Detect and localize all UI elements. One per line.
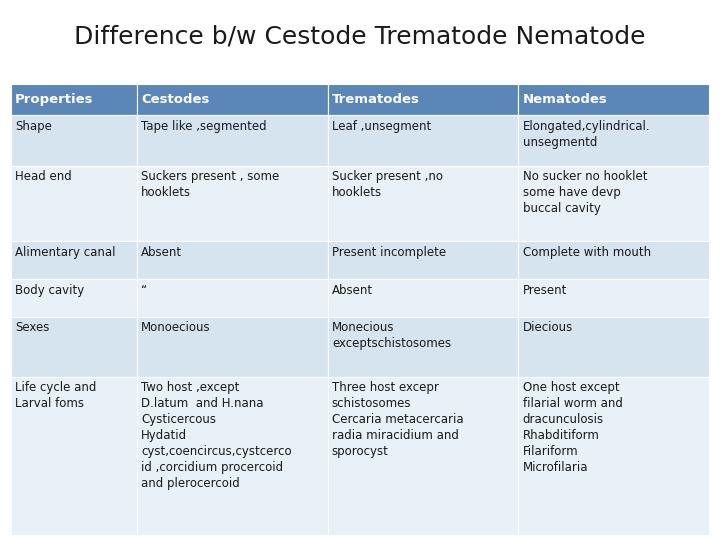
FancyBboxPatch shape xyxy=(11,279,137,317)
FancyBboxPatch shape xyxy=(328,317,518,377)
Text: Difference b/w Cestode Trematode Nematode: Difference b/w Cestode Trematode Nematod… xyxy=(74,24,646,48)
Text: Diecious: Diecious xyxy=(523,321,573,334)
Text: Trematodes: Trematodes xyxy=(332,93,420,106)
FancyBboxPatch shape xyxy=(328,241,518,279)
FancyBboxPatch shape xyxy=(518,279,709,317)
FancyBboxPatch shape xyxy=(137,84,328,115)
FancyBboxPatch shape xyxy=(137,115,328,166)
Text: Suckers present , some
hooklets: Suckers present , some hooklets xyxy=(141,170,279,199)
FancyBboxPatch shape xyxy=(137,241,328,279)
Text: “: “ xyxy=(141,284,148,296)
Text: Cestodes: Cestodes xyxy=(141,93,210,106)
FancyBboxPatch shape xyxy=(518,84,709,115)
FancyBboxPatch shape xyxy=(328,84,518,115)
FancyBboxPatch shape xyxy=(11,317,137,377)
Text: Two host ,except
D.latum  and H.nana
Cysticercous
Hydatid
cyst,coencircus,cystce: Two host ,except D.latum and H.nana Cyst… xyxy=(141,381,292,490)
Text: Tape like ,segmented: Tape like ,segmented xyxy=(141,119,266,132)
Text: Present: Present xyxy=(523,284,567,296)
Text: One host except
filarial worm and
dracunculosis
Rhabditiform
Filariform
Microfil: One host except filarial worm and dracun… xyxy=(523,381,623,474)
Text: Properties: Properties xyxy=(15,93,94,106)
FancyBboxPatch shape xyxy=(11,377,137,535)
Text: Monecious
exceptschistosomes: Monecious exceptschistosomes xyxy=(332,321,451,350)
Text: Nematodes: Nematodes xyxy=(523,93,608,106)
FancyBboxPatch shape xyxy=(518,115,709,166)
FancyBboxPatch shape xyxy=(11,115,137,166)
FancyBboxPatch shape xyxy=(11,241,137,279)
Text: Three host excepr
schistosomes
Cercaria metacercaria
radia miracidium and
sporoc: Three host excepr schistosomes Cercaria … xyxy=(332,381,464,458)
Text: Head end: Head end xyxy=(15,170,72,183)
Text: Alimentary canal: Alimentary canal xyxy=(15,246,116,259)
FancyBboxPatch shape xyxy=(328,115,518,166)
Text: Absent: Absent xyxy=(332,284,373,296)
Text: Life cycle and
Larval foms: Life cycle and Larval foms xyxy=(15,381,96,410)
Text: Sexes: Sexes xyxy=(15,321,50,334)
FancyBboxPatch shape xyxy=(518,377,709,535)
Text: Body cavity: Body cavity xyxy=(15,284,84,296)
FancyBboxPatch shape xyxy=(137,166,328,241)
FancyBboxPatch shape xyxy=(11,84,137,115)
FancyBboxPatch shape xyxy=(518,241,709,279)
FancyBboxPatch shape xyxy=(518,166,709,241)
Text: Monoecious: Monoecious xyxy=(141,321,211,334)
Text: Elongated,cylindrical.
unsegmentd: Elongated,cylindrical. unsegmentd xyxy=(523,119,650,148)
Text: No sucker no hooklet
some have devp
buccal cavity: No sucker no hooklet some have devp bucc… xyxy=(523,170,647,215)
FancyBboxPatch shape xyxy=(328,166,518,241)
Text: Present incomplete: Present incomplete xyxy=(332,246,446,259)
FancyBboxPatch shape xyxy=(137,377,328,535)
FancyBboxPatch shape xyxy=(137,317,328,377)
FancyBboxPatch shape xyxy=(518,317,709,377)
Text: Sucker present ,no
hooklets: Sucker present ,no hooklets xyxy=(332,170,443,199)
Text: Absent: Absent xyxy=(141,246,182,259)
FancyBboxPatch shape xyxy=(328,377,518,535)
Text: Shape: Shape xyxy=(15,119,52,132)
FancyBboxPatch shape xyxy=(328,279,518,317)
Text: Complete with mouth: Complete with mouth xyxy=(523,246,651,259)
Text: Leaf ,unsegment: Leaf ,unsegment xyxy=(332,119,431,132)
FancyBboxPatch shape xyxy=(137,279,328,317)
FancyBboxPatch shape xyxy=(11,166,137,241)
